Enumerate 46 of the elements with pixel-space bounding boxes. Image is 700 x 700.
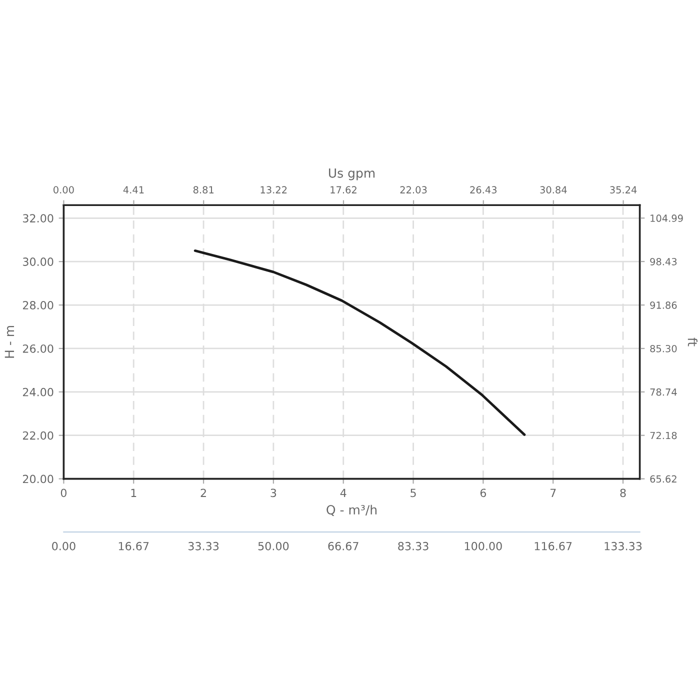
x-tick-label: 7 xyxy=(550,488,556,497)
x2-tick-label: 17.62 xyxy=(330,186,356,194)
text: 16.67 xyxy=(118,542,149,550)
x2-tick-label: 13.22 xyxy=(260,186,287,194)
y2-tick-label: 98.43 xyxy=(650,258,677,266)
x-tick-label: 4 xyxy=(340,488,346,497)
y-tick-label: 20.00 xyxy=(22,474,54,484)
x2-tick-label: 4.41 xyxy=(123,186,144,194)
line-series xyxy=(194,249,526,436)
x-axis-title: Q - m³/h xyxy=(326,504,376,516)
y-tick-label: 32.00 xyxy=(23,214,54,223)
y-tick-label: 24.00 xyxy=(22,388,54,396)
text: 50.00 xyxy=(258,542,289,550)
y2-tick-label: 72.18 xyxy=(650,432,677,440)
text: 33.33 xyxy=(188,542,219,550)
x2-axis-title: Us gpm xyxy=(328,168,375,180)
x2-tick-label: 35.24 xyxy=(610,186,637,194)
y2-tick-label: 85.30 xyxy=(650,344,677,352)
y-tick-label: 30.00 xyxy=(23,258,54,266)
y2-tick-label: 65.62 xyxy=(650,475,676,483)
y2-axis-title: ft xyxy=(688,338,698,346)
x-tick-label: 0 xyxy=(60,488,66,498)
x-tick-label: 8 xyxy=(620,488,626,498)
text: 66.67 xyxy=(328,542,358,550)
x2-tick-label: 0.00 xyxy=(54,186,74,194)
text: 0.00 xyxy=(52,542,76,550)
text: 100.00 xyxy=(464,542,502,550)
x-tick-label: 2 xyxy=(200,488,206,497)
y-tick-label: 22.00 xyxy=(22,431,54,440)
y-tick-label: 28.00 xyxy=(22,300,54,310)
text: 116.67 xyxy=(534,542,572,550)
y2-tick-label: 91.86 xyxy=(650,302,677,309)
y-tick-label: 26.00 xyxy=(22,344,54,353)
y2-tick-label: 78.74 xyxy=(650,388,677,396)
y2-tick-label: 104.99 xyxy=(650,214,683,222)
x2-tick-label: 8.81 xyxy=(193,186,214,194)
x2-tick-label: 30.84 xyxy=(540,186,567,194)
x-tick-label: 6 xyxy=(480,488,486,498)
x-tick-label: 1 xyxy=(131,488,136,497)
text: 83.33 xyxy=(398,542,428,550)
x2-tick-label: 26.43 xyxy=(470,186,497,194)
x-tick-label: 5 xyxy=(410,488,416,498)
text: 133.33 xyxy=(604,542,642,550)
x2-tick-label: 22.03 xyxy=(400,186,427,194)
y-axis-title: H - m xyxy=(4,326,14,358)
x-tick-label: 3 xyxy=(270,488,276,498)
